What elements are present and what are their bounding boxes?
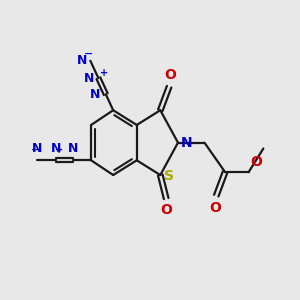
- Text: O: O: [209, 201, 221, 215]
- Text: O: O: [160, 203, 172, 217]
- Text: N: N: [68, 142, 79, 155]
- Text: S: S: [164, 169, 174, 184]
- Text: −: −: [84, 49, 94, 59]
- Text: N: N: [90, 88, 101, 101]
- Text: N: N: [181, 136, 193, 150]
- Text: O: O: [164, 68, 176, 82]
- Text: O: O: [250, 155, 262, 169]
- Text: −: −: [31, 145, 40, 155]
- Text: +: +: [100, 68, 108, 78]
- Text: N: N: [76, 54, 87, 67]
- Text: N: N: [84, 72, 94, 85]
- Text: +: +: [55, 145, 63, 155]
- Text: N: N: [32, 142, 42, 155]
- Text: N: N: [51, 142, 61, 155]
